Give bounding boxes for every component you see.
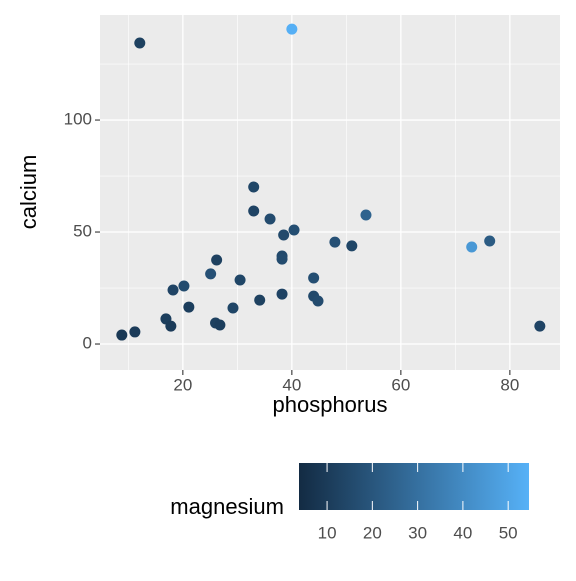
colorbar-tick-label: 40 [453,523,472,542]
colorbar-tick-label: 50 [499,523,518,542]
point [288,224,300,236]
x-tick-label: 80 [500,375,519,394]
point [276,288,288,300]
colorbar-tick-label: 10 [318,523,337,542]
x-axis-title: phosphorus [273,392,388,417]
point [227,302,239,314]
point [116,329,128,341]
point [360,209,372,221]
point [248,181,260,193]
point [308,272,320,284]
point [278,229,290,241]
colorbar-tick-label: 20 [363,523,382,542]
point [129,326,141,338]
point [211,254,223,266]
point [178,280,190,292]
point [466,241,478,253]
point [183,301,195,313]
x-tick-label: 40 [282,375,301,394]
x-tick-label: 60 [391,375,410,394]
point [286,23,298,35]
point [534,320,546,332]
point [167,284,179,296]
point [214,319,226,331]
colorbar-tick-label: 30 [408,523,427,542]
colorbar [299,463,529,510]
y-tick-label: 100 [64,110,92,129]
point [254,294,266,306]
point [205,268,217,280]
x-tick-label: 20 [173,375,192,394]
point [264,213,276,225]
point [248,205,260,217]
y-tick-label: 50 [73,222,92,241]
legend-title: magnesium [170,494,284,519]
point [276,253,288,265]
point [134,37,146,49]
point [234,274,246,286]
y-axis-title: calcium [16,155,41,230]
point [329,236,341,248]
point [165,320,177,332]
point [346,240,358,252]
point [312,295,324,307]
point [484,235,496,247]
panel [100,15,560,370]
y-tick-label: 0 [83,334,92,353]
